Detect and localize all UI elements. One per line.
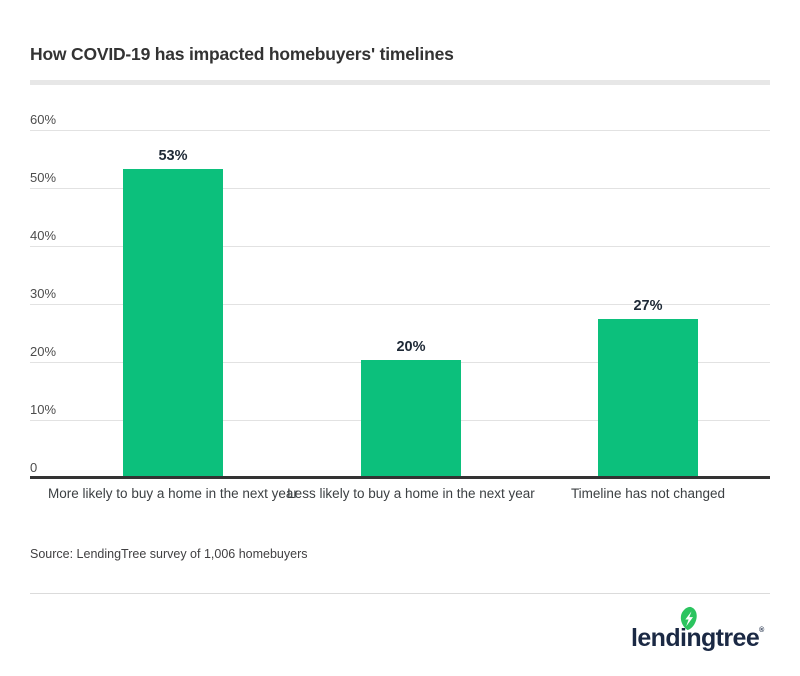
y-axis-tick-label: 0 xyxy=(30,460,38,475)
x-axis-line xyxy=(30,476,770,479)
header-divider xyxy=(30,80,770,85)
y-axis-tick-label: 20% xyxy=(30,344,57,359)
bar-value-label: 27% xyxy=(633,298,663,314)
gridline xyxy=(30,246,770,247)
leaf-icon xyxy=(680,606,697,631)
y-axis-tick-label: 50% xyxy=(30,170,57,185)
footer-divider xyxy=(30,593,770,594)
bar-value-label: 20% xyxy=(396,339,426,355)
bar-value-label: 53% xyxy=(158,148,188,164)
x-axis-category-label: Less likely to buy a home in the next ye… xyxy=(287,486,535,501)
bar-2 xyxy=(361,360,461,476)
y-axis-tick-label: 30% xyxy=(30,286,57,301)
y-axis-tick-label: 60% xyxy=(30,112,57,127)
y-axis-tick-label: 40% xyxy=(30,228,57,243)
gridline xyxy=(30,304,770,305)
y-axis-tick-label: 10% xyxy=(30,402,57,417)
x-axis-category-label: More likely to buy a home in the next ye… xyxy=(48,486,298,501)
gridline xyxy=(30,130,770,131)
source-note: Source: LendingTree survey of 1,006 home… xyxy=(30,547,308,561)
lendingtree-logo: lendingtree® xyxy=(631,606,767,656)
x-axis-category-label: Timeline has not changed xyxy=(570,486,726,501)
logo-wordmark: lendingtree® xyxy=(631,624,765,652)
bar-3 xyxy=(598,319,698,476)
x-axis-category-labels: More likely to buy a home in the next ye… xyxy=(30,485,770,525)
gridline xyxy=(30,188,770,189)
registered-mark: ® xyxy=(759,627,765,634)
bar-chart-plot-area: 60% 50% 40% 30% 20% 10% 0 53% 20% 27% xyxy=(30,112,770,479)
bar-1 xyxy=(123,169,223,476)
chart-title: How COVID-19 has impacted homebuyers' ti… xyxy=(30,44,454,64)
